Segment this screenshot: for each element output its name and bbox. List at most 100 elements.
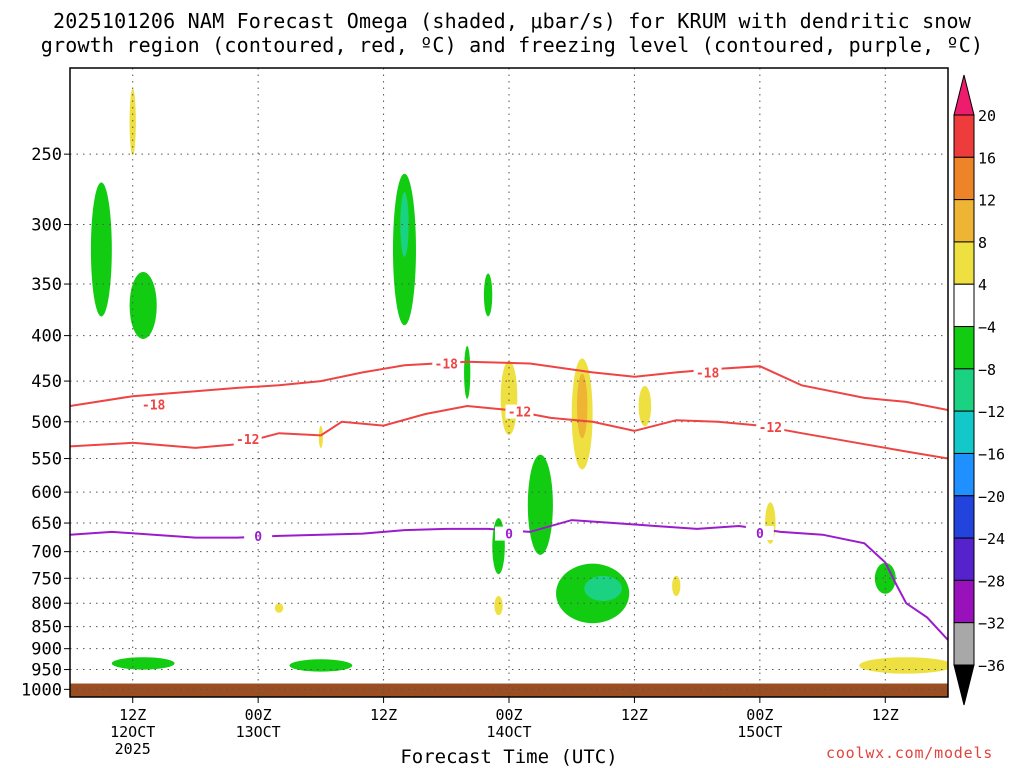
omega-region-8 [584, 575, 622, 601]
x-axis-label: Forecast Time (UTC) [400, 746, 617, 768]
x-tick-label: 12Z [872, 706, 899, 724]
y-tick-label: 850 [31, 618, 62, 638]
omega-positive-region-9 [318, 425, 323, 449]
omega-positive-region-8 [274, 603, 284, 613]
omega-positive-region-6 [672, 575, 681, 597]
omega-region-11 [111, 657, 175, 670]
isotherm-label: -18 [142, 398, 166, 413]
x-tick-label: 12OCT [110, 723, 155, 741]
omega-positive-region-3 [576, 373, 588, 439]
colorbar-segment [953, 622, 975, 666]
isotherm-label-bg [505, 404, 534, 419]
x-tick-label: 12Z [621, 706, 648, 724]
colorbar-segment [953, 368, 975, 412]
colorbar-label: 12 [978, 192, 996, 210]
isotherm-label-bg [139, 397, 168, 412]
omega-region-3 [400, 192, 409, 257]
omega-region-6 [527, 454, 553, 555]
omega-positive-region-10 [859, 657, 948, 674]
colorbar-segment [953, 283, 975, 328]
omega-positive-region-1 [500, 360, 518, 435]
y-tick-label: 550 [31, 450, 62, 470]
x-tick-label: 00Z [495, 706, 522, 724]
isotherm-label: 0 [505, 528, 513, 543]
colorbar-segment [953, 452, 975, 497]
colorbar-label: 8 [978, 234, 987, 252]
omega-positive-region-0 [129, 88, 136, 156]
y-tick-label: 250 [31, 145, 62, 165]
x-tick-label: 00Z [746, 706, 773, 724]
colorbar-segment [953, 114, 975, 158]
surface-terrain [70, 683, 948, 697]
colorbar-label: −4 [978, 319, 996, 337]
y-tick-label: 350 [31, 275, 62, 295]
isotherm-label-bg [244, 528, 273, 543]
isotherm-label: -12 [236, 433, 259, 448]
y-tick-label: 700 [31, 543, 62, 563]
isotherm-label-bg [432, 356, 461, 371]
omega-region-1 [129, 272, 157, 339]
x-tick-label: 12Z [370, 706, 397, 724]
y-tick-label: 750 [31, 569, 62, 589]
colorbar: 20 16 12 8 4 −4 −8 −12 −16 −20 −24 −28 −32 −36 [953, 74, 1005, 706]
colorbar-segment [953, 326, 975, 370]
isotherm-label: -12 [508, 406, 531, 421]
x-tick-label: 00Z [245, 706, 272, 724]
y-tick-label: 800 [31, 594, 62, 614]
colorbar-segment [953, 579, 975, 624]
colorbar-label: −20 [978, 488, 1005, 506]
x-tick-label: 13OCT [236, 723, 281, 741]
isotherm-2 [70, 519, 948, 641]
x-tick-label: 2025 [115, 740, 151, 758]
colorbar-segment [953, 495, 975, 539]
omega-region-10 [874, 562, 896, 594]
colorbar-label: −28 [978, 572, 1005, 590]
x-tick-label: 14OCT [486, 723, 531, 741]
isotherm-label: 0 [756, 527, 764, 542]
isotherm-label: -12 [759, 421, 782, 436]
colorbar-label: −32 [978, 615, 1005, 633]
isotherm-label-bg [495, 526, 523, 541]
omega-region-0 [90, 182, 112, 317]
omega-positive-region-7 [494, 596, 503, 616]
credit-text: coolwx.com/models [826, 744, 994, 762]
y-tick-label: 500 [31, 413, 62, 433]
y-tick-label: 300 [31, 216, 62, 236]
colorbar-segment [953, 537, 975, 581]
omega-positive-region-4 [638, 385, 652, 427]
colorbar-segment [953, 410, 975, 454]
omega-region-4 [483, 273, 493, 317]
isotherm-label-bg [745, 526, 774, 541]
colorbar-top-arrow [953, 74, 975, 116]
colorbar-bottom-arrow [953, 664, 975, 706]
colorbar-label: −8 [978, 361, 996, 379]
isotherm-label-bg [233, 432, 262, 447]
colorbar-label: −12 [978, 403, 1005, 421]
isotherm-label-bg [756, 420, 785, 435]
y-tick-label: 900 [31, 640, 62, 660]
y-tick-label: 650 [31, 514, 62, 534]
omega-region-12 [289, 659, 353, 672]
y-tick-label: 1000 [21, 680, 62, 700]
y-tick-label: 400 [31, 327, 62, 347]
colorbar-label: 20 [978, 107, 996, 125]
isotherm-label-bg [693, 365, 722, 380]
isotherm-label: -18 [435, 358, 459, 373]
isotherm-0 [70, 360, 948, 411]
x-tick-label: 12Z [119, 706, 146, 724]
colorbar-label: −24 [978, 530, 1005, 548]
chart-title-line2: growth region (contoured, red, ºC) and f… [40, 33, 984, 57]
omega-region-5 [464, 346, 471, 399]
colorbar-segment [953, 199, 975, 243]
y-tick-label: 950 [31, 661, 62, 681]
colorbar-segment [953, 156, 975, 201]
plot-area: -18 -18 -18 -12 -12 -12 0 0 0 [70, 68, 948, 697]
colorbar-label: 4 [978, 276, 987, 294]
x-tick-label: 15OCT [737, 723, 782, 741]
colorbar-label: 16 [978, 149, 996, 167]
colorbar-label: −16 [978, 445, 1005, 463]
isotherm-label: -18 [696, 366, 720, 381]
omega-region-9 [492, 518, 505, 575]
chart-title-line1: 2025101206 NAM Forecast Omega (shaded, μ… [52, 9, 972, 33]
y-tick-label: 450 [31, 372, 62, 392]
